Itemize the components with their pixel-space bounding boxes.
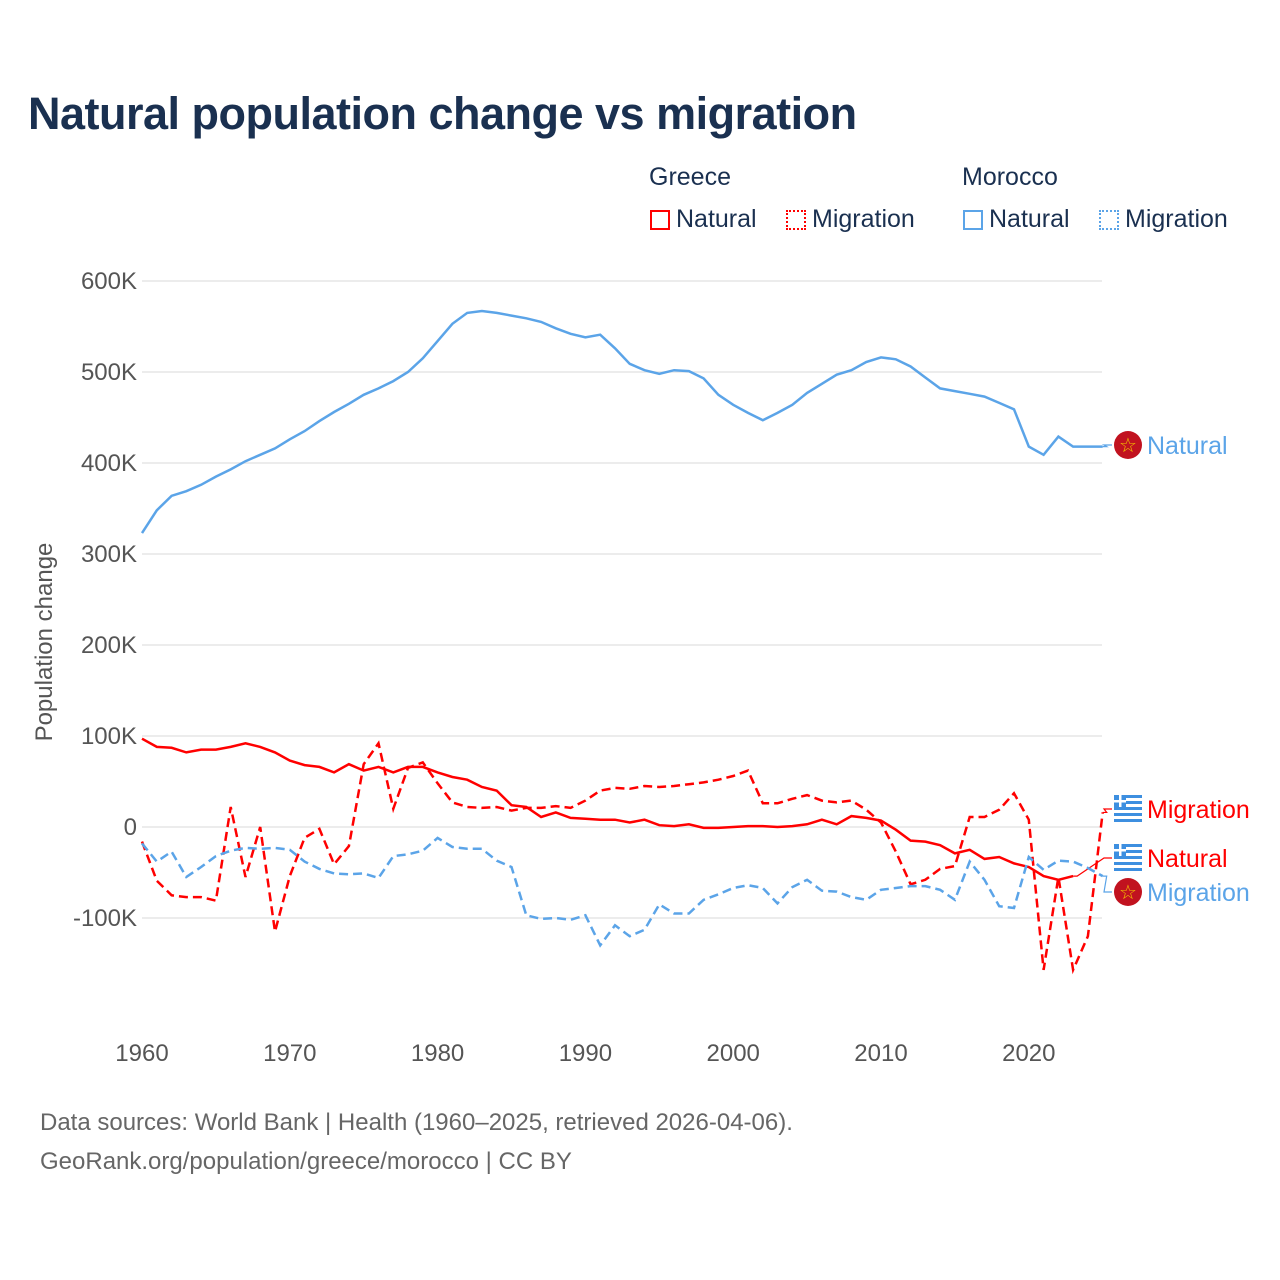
series-end-label: Migration <box>1147 879 1250 907</box>
morocco-flag-icon: ☆ <box>1114 878 1142 906</box>
label-connector <box>1102 808 1112 814</box>
y-tick-label: -100K <box>73 905 137 932</box>
y-tick-label: 300K <box>81 541 137 568</box>
series-line-greece-migration <box>140 740 1104 975</box>
legend-swatch-solid <box>963 210 983 230</box>
legend-group-morocco: Morocco <box>962 163 1058 191</box>
x-tick-label: 1980 <box>411 1040 464 1067</box>
series-end-label: Migration <box>1147 796 1250 824</box>
label-connector <box>1102 875 1112 893</box>
y-tick-label: 600K <box>81 268 137 295</box>
svg-text:☆: ☆ <box>1119 882 1137 904</box>
y-tick-label: 400K <box>81 450 137 477</box>
y-tick-label: 200K <box>81 632 137 659</box>
x-tick-label: 2020 <box>1002 1040 1055 1067</box>
legend-swatch-solid <box>650 210 670 230</box>
legend-swatch-dotted <box>1099 210 1119 230</box>
series-line-morocco-natural <box>140 309 1103 534</box>
label-connector <box>1101 444 1112 448</box>
svg-text:☆: ☆ <box>1119 435 1137 457</box>
x-tick-label: 1970 <box>263 1040 316 1067</box>
series-line-greece-natural <box>141 737 1074 882</box>
greece-flag-icon <box>1114 844 1142 872</box>
y-tick-label: 500K <box>81 359 137 386</box>
legend-swatch-dotted <box>786 210 806 230</box>
y-tick-label: 0 <box>124 814 137 841</box>
x-tick-label: 1990 <box>559 1040 612 1067</box>
legend-label: Migration <box>812 205 915 233</box>
series-end-label: Natural <box>1147 845 1228 873</box>
x-tick-label: 1960 <box>115 1040 168 1067</box>
legend-morocco-migration[interactable]: Migration <box>1099 205 1228 234</box>
series-line-morocco-migration <box>141 836 1104 948</box>
legend-label: Natural <box>989 205 1070 233</box>
footer-link[interactable]: GeoRank.org/population/greece/morocco | … <box>40 1148 572 1175</box>
legend-greece-natural[interactable]: Natural <box>650 205 757 234</box>
y-tick-label: 100K <box>81 723 137 750</box>
greece-flag-icon <box>1114 795 1142 823</box>
legend-label: Natural <box>676 205 757 233</box>
label-connector <box>1073 857 1112 877</box>
chart-title: Natural population change vs migration <box>28 88 857 139</box>
morocco-flag-icon: ☆ <box>1114 431 1142 459</box>
series-end-label: Natural <box>1147 432 1228 460</box>
legend-greece-migration[interactable]: Migration <box>786 205 915 234</box>
legend-label: Migration <box>1125 205 1228 233</box>
x-tick-label: 2010 <box>854 1040 907 1067</box>
legend-group-greece: Greece <box>649 163 731 191</box>
legend-morocco-natural[interactable]: Natural <box>963 205 1070 234</box>
footer-sources: Data sources: World Bank | Health (1960–… <box>40 1109 793 1136</box>
x-tick-label: 2000 <box>707 1040 760 1067</box>
y-axis-label: Population change <box>31 543 58 742</box>
